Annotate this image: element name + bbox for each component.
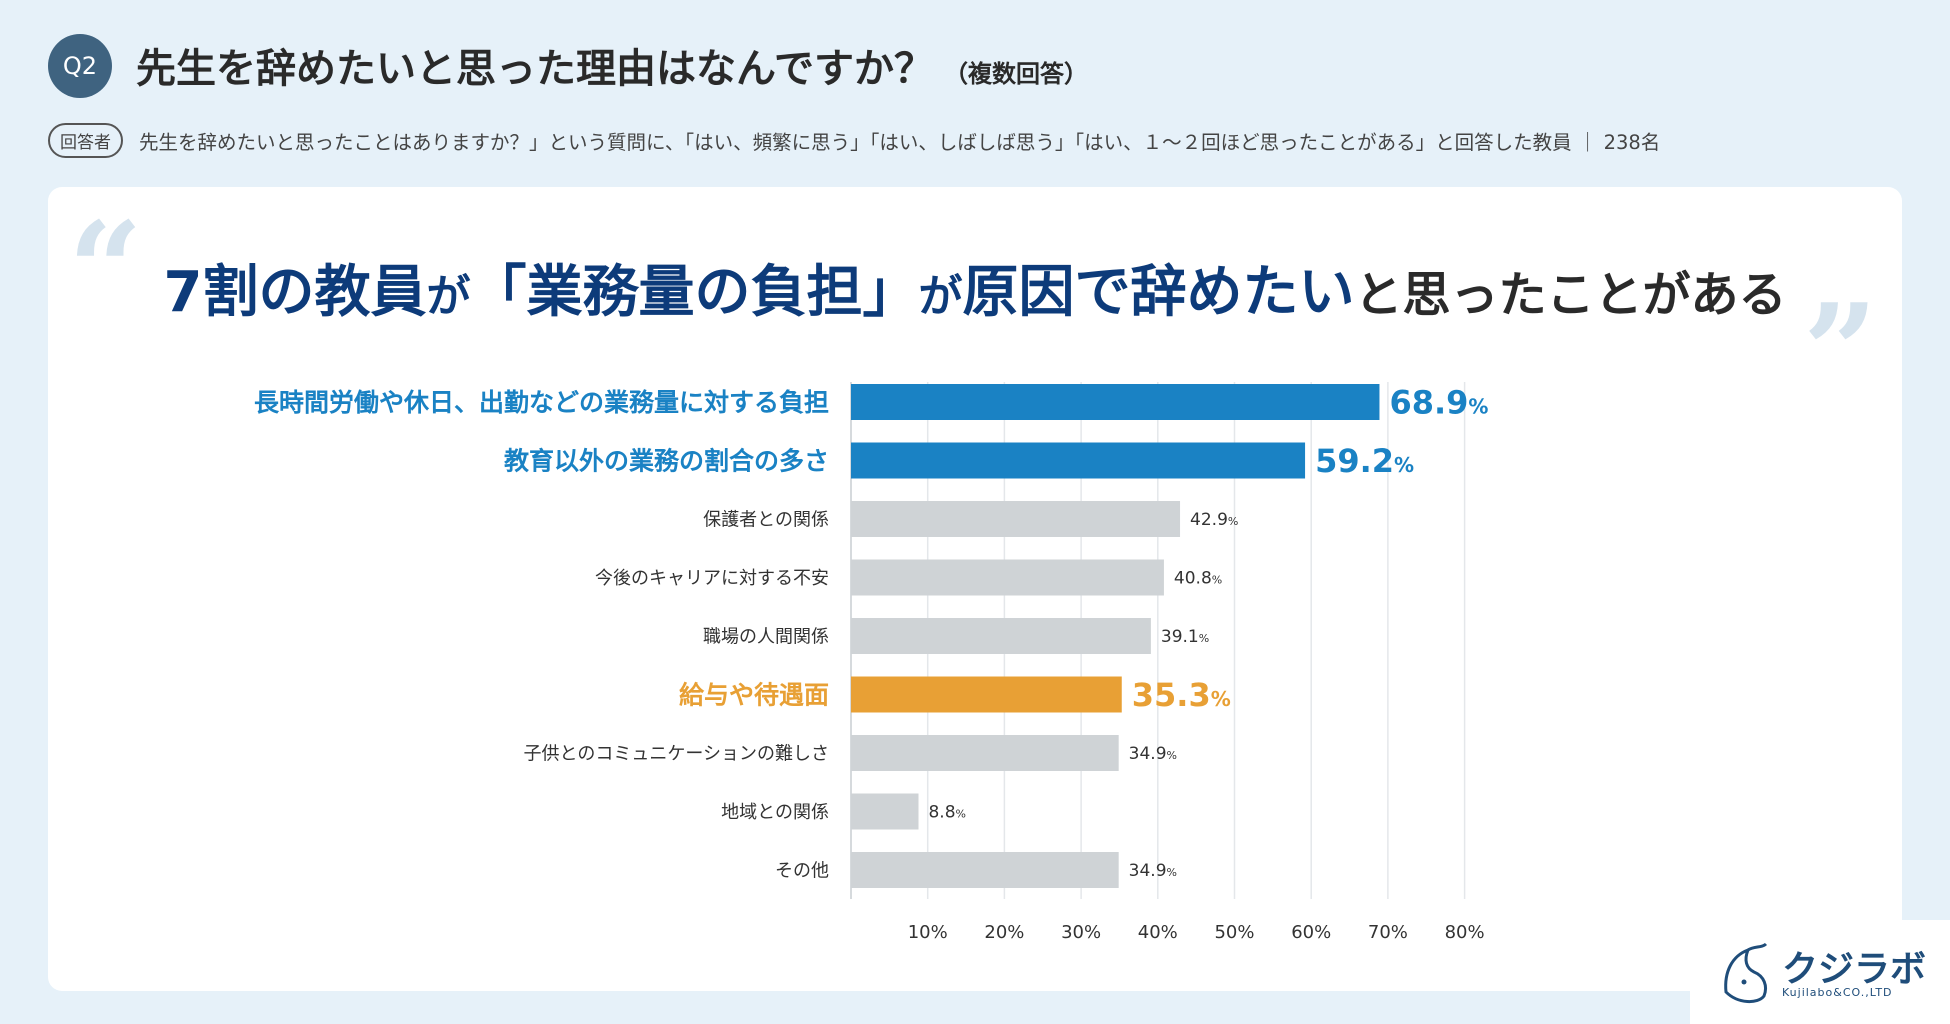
value-label: 59.2%: [1315, 442, 1414, 480]
category-label: 保護者との関係: [703, 509, 829, 530]
bar: [851, 735, 1119, 771]
headline: 7割の教員が「業務量の負担」が原因で辞めたいと思ったことがある: [48, 247, 1902, 328]
value-unit: %: [1212, 574, 1222, 587]
value-unit: %: [1468, 395, 1488, 419]
value-label: 68.9%: [1389, 384, 1488, 422]
category-label: その他: [775, 860, 829, 881]
category-label: 教育以外の業務の割合の多さ: [504, 447, 829, 476]
headline-part4: が: [918, 271, 963, 322]
value-label: 8.8%: [928, 803, 966, 823]
question-title: 先生を辞めたいと思った理由はなんですか？ （複数回答）: [136, 36, 1088, 94]
headline-part3: 「業務量の負担」: [470, 260, 919, 325]
respondents-tag: 回答者: [48, 122, 123, 158]
logo-company: Kujilabo&CO.,LTD: [1782, 986, 1893, 999]
value-label: 35.3%: [1132, 676, 1231, 714]
logo-name: クジラボ: [1782, 949, 1927, 990]
close-quote-icon: ”: [1803, 275, 1878, 428]
x-tick-label: 60%: [1291, 922, 1331, 943]
value-label: 42.9%: [1190, 510, 1238, 530]
category-label: 給与や待遇面: [679, 681, 829, 710]
category-label: 地域との関係: [721, 802, 829, 823]
bar-chart: 10% 20% 30% 40% 50% 60% 70% 80% 長時間労働や休日、出勤などの業務…: [254, 382, 1488, 943]
question-badge: Q2: [48, 34, 112, 98]
question-note: （複数回答）: [944, 60, 1088, 88]
x-tick-label: 80%: [1445, 922, 1485, 943]
value-unit: %: [1167, 749, 1177, 762]
value-label: 40.8%: [1174, 569, 1222, 589]
value-unit: %: [1211, 687, 1231, 711]
respondents-row: 回答者 先生を辞めたいと思ったことはありますか？」という質問に、「はい、頻繁に思…: [48, 120, 1918, 160]
bar: [851, 676, 1122, 713]
value-unit: %: [1394, 453, 1414, 477]
open-quote-icon: “: [68, 193, 143, 346]
x-tick-label: 50%: [1214, 922, 1254, 943]
value-unit: %: [956, 808, 966, 821]
value-label: 34.9%: [1129, 744, 1177, 764]
header: Q2 先生を辞めたいと思った理由はなんですか？ （複数回答）: [48, 30, 1908, 100]
x-tick-label: 40%: [1138, 922, 1178, 943]
chart-card: “ ” 7割の教員が「業務量の負担」が原因で辞めたいと思ったことがある 10% 2…: [48, 187, 1902, 991]
bar: [851, 442, 1306, 479]
x-tick-label: 30%: [1061, 922, 1101, 943]
headline-part6: と思ったことがある: [1354, 267, 1787, 323]
bar: [851, 384, 1380, 420]
category-label: 職場の人間関係: [703, 626, 829, 647]
headline-part2: が: [426, 271, 471, 322]
x-tick-label: 20%: [984, 922, 1024, 943]
value-label: 34.9%: [1129, 861, 1177, 881]
category-label: 子供とのコミュニケーションの難しさ: [524, 743, 829, 764]
x-tick-label: 70%: [1368, 922, 1408, 943]
question-title-text: 先生を辞めたいと思った理由はなんですか？: [136, 46, 934, 92]
bar: [851, 618, 1151, 654]
logo: クジラボ Kujilabo&CO.,LTD: [1690, 920, 1950, 1024]
respondents-text: 先生を辞めたいと思ったことはありますか？」という質問に、「はい、頻繁に思う」「は…: [139, 130, 1661, 154]
bar: [851, 559, 1164, 596]
headline-part5: 原因で辞めたい: [962, 260, 1355, 325]
bar: [851, 852, 1119, 888]
whale-logo-icon: [1724, 942, 1768, 1003]
category-label: 長時間労働や休日、出勤などの業務量に対する負担: [254, 388, 829, 417]
value-label: 39.1%: [1161, 627, 1209, 647]
value-unit: %: [1199, 632, 1209, 645]
value-unit: %: [1167, 866, 1177, 879]
bar: [851, 793, 919, 830]
category-label: 今後のキャリアに対する不安: [595, 568, 829, 589]
value-unit: %: [1228, 515, 1238, 528]
headline-part1: 7割の教員: [163, 260, 427, 325]
x-tick-label: 10%: [908, 922, 948, 943]
bar: [851, 501, 1181, 537]
